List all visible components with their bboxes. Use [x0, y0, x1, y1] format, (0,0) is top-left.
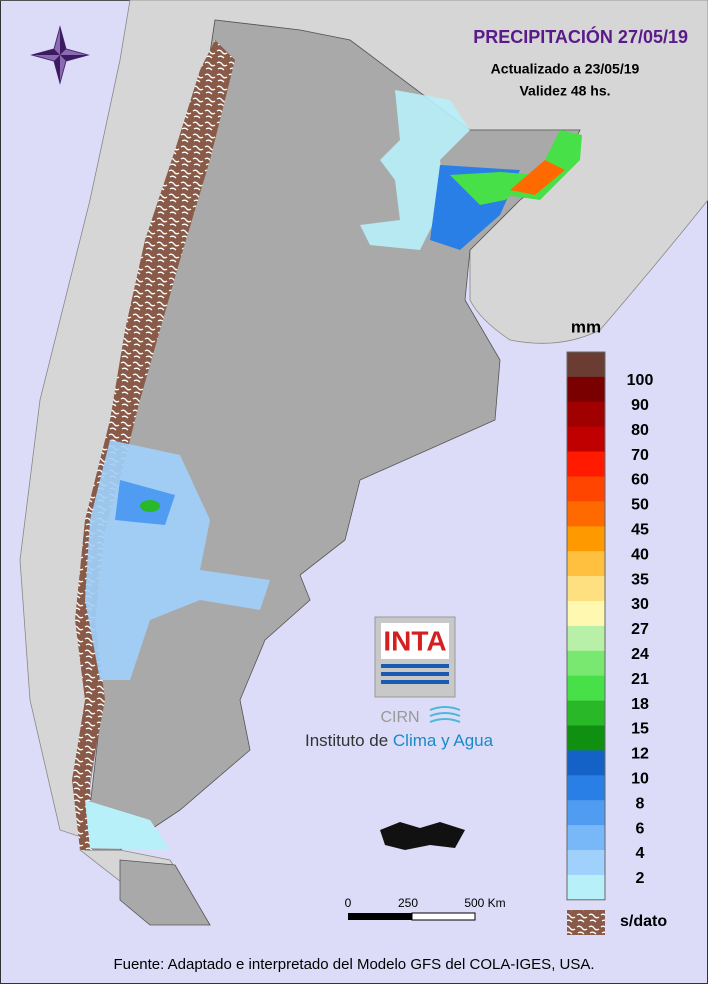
legend-swatch — [567, 750, 605, 776]
legend-label: 27 — [631, 621, 649, 638]
legend-swatch — [567, 800, 605, 826]
logo-inner — [381, 623, 449, 659]
legend-label: 40 — [631, 546, 649, 563]
legend-label: 8 — [636, 795, 645, 812]
legend-label: 2 — [636, 870, 645, 887]
scale-label: 500 Km — [464, 896, 505, 910]
legend-swatch — [567, 426, 605, 452]
institute-highlight: Clima y Agua — [393, 731, 494, 750]
scale-bar — [348, 913, 412, 920]
legend-label: 80 — [631, 422, 649, 439]
legend-label: 90 — [631, 397, 649, 414]
legend-label: 10 — [631, 771, 649, 788]
legend-label: 24 — [631, 646, 649, 663]
legend-label: 35 — [631, 571, 649, 588]
tierra-del-fuego — [119, 859, 211, 926]
scale-label: 250 — [398, 896, 418, 910]
scale-bar — [411, 912, 476, 921]
logo-stripe — [381, 680, 449, 684]
legend-label: 70 — [631, 447, 649, 464]
rain-area — [140, 500, 160, 512]
rain-area — [450, 172, 540, 205]
rain-area — [85, 800, 170, 850]
no-data-swatch — [567, 910, 605, 935]
islands — [380, 822, 465, 850]
legend-swatch — [567, 401, 605, 427]
legend-swatch — [567, 376, 605, 403]
logo-stripe — [381, 664, 449, 668]
legend-label: 15 — [631, 721, 649, 738]
logo-waves — [429, 706, 461, 723]
legend-swatch — [567, 625, 605, 652]
legend-frame — [566, 351, 606, 901]
legend-swatch — [567, 850, 605, 876]
legend-swatch — [567, 352, 605, 378]
legend-swatch — [567, 601, 605, 627]
legend-swatch — [567, 501, 605, 527]
legend-swatch — [567, 451, 605, 477]
legend-swatch — [567, 725, 605, 751]
legend-swatch — [567, 650, 605, 676]
rain-area — [360, 90, 470, 250]
legend-label: 60 — [631, 472, 649, 489]
legend-swatch — [567, 526, 605, 552]
validity: Validez 48 hs. — [519, 83, 610, 99]
updated: Actualizado a 23/05/19 — [491, 61, 640, 77]
no-data-label: s/dato — [620, 913, 667, 930]
rain-area — [510, 160, 565, 195]
legend-label: 100 — [627, 372, 654, 389]
legend-label: 50 — [631, 497, 649, 514]
logo-stripe — [381, 672, 449, 676]
title: PRECIPITACIÓN 27/05/19 — [473, 26, 688, 47]
legend-swatch — [567, 825, 605, 851]
legend-swatch — [567, 874, 605, 901]
legend-label: 21 — [631, 671, 649, 688]
source: Fuente: Adaptado e interpretado del Mode… — [113, 956, 594, 973]
institute-text: Instituto de — [305, 731, 388, 750]
legend-label: 45 — [631, 522, 649, 539]
legend-swatch — [567, 775, 605, 801]
legend-unit: mm — [571, 317, 601, 336]
legend-label: 30 — [631, 596, 649, 613]
legend-label: 6 — [636, 820, 645, 837]
legend: 100 90 80 70 60 50 45 40 35 30 27 24 21 18 15 12 10 8 6 4 2 — [566, 351, 654, 901]
legend-swatch — [567, 675, 605, 701]
scale-label: 0 — [345, 896, 352, 910]
compass — [30, 25, 90, 85]
legend-swatch — [567, 700, 605, 726]
logo-brand: INTA — [383, 625, 446, 656]
logo-unit: CIRN — [380, 709, 419, 726]
logo-institute: Instituto de Clima y Agua — [305, 731, 494, 750]
legend-label: 12 — [631, 746, 649, 763]
legend-swatch — [567, 476, 605, 502]
legend-label: 18 — [631, 696, 649, 713]
legend-swatch — [567, 551, 605, 577]
legend-label: 4 — [636, 845, 645, 862]
legend-swatch — [567, 576, 605, 602]
no-data-area — [72, 40, 235, 850]
